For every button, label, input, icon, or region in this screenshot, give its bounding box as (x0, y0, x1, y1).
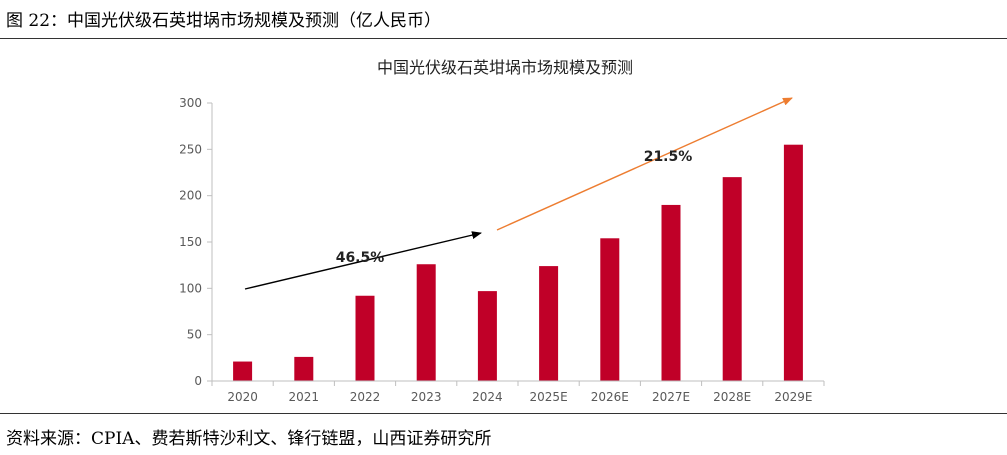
source-note: 资料来源：CPIA、费若斯特沙利文、锋行链盟，山西证券研究所 (6, 429, 492, 449)
y-tick-label: 250 (179, 142, 202, 156)
chart-title: 中国光伏级石英坩埚市场规模及预测 (377, 58, 633, 77)
growth-annotations: 46.5% 21.5% (244, 97, 793, 290)
x-tick-label: 2021 (289, 390, 320, 404)
bottom-divider (0, 413, 1007, 414)
growth-rate-label: 46.5% (336, 250, 385, 266)
bar-2022 (355, 295, 375, 381)
bar-2026E (600, 238, 620, 381)
y-tick-label: 50 (187, 328, 202, 342)
bar-2021 (294, 356, 314, 381)
y-tick-label: 200 (179, 189, 202, 203)
x-tick-label: 2026E (591, 390, 629, 404)
x-tick-label: 2020 (227, 390, 258, 404)
x-tick-label: 2029E (774, 390, 812, 404)
y-tick-label: 0 (194, 374, 202, 388)
bar-2020 (233, 361, 253, 381)
x-tick-label: 2027E (652, 390, 690, 404)
x-tick-label: 2024 (472, 390, 503, 404)
growth-arrow-1 (496, 97, 793, 231)
x-axis: 2020 2021 2022 2023 2024 2025E 2026E 2027E 2028E… (211, 380, 825, 404)
growth-rate-label: 21.5% (644, 149, 693, 165)
y-axis: 0 50 100 150 200 250 300 (179, 96, 213, 388)
bar-2024 (477, 291, 497, 381)
bar-2025E (539, 266, 559, 381)
bar-2029E (783, 144, 803, 381)
bar-2023 (416, 264, 436, 381)
top-divider (0, 38, 1007, 39)
growth-arrow-0 (244, 231, 482, 290)
x-tick-label: 2028E (713, 390, 751, 404)
x-tick-label: 2022 (350, 390, 381, 404)
x-tick-label: 2025E (530, 390, 568, 404)
y-tick-label: 100 (179, 281, 202, 295)
bar-series (233, 144, 803, 381)
bar-2027E (661, 204, 681, 381)
bar-chart: 中国光伏级石英坩埚市场规模及预测 0 50 100 150 200 250 300 2020… (179, 58, 825, 404)
y-tick-label: 150 (179, 235, 202, 249)
y-tick-label: 300 (179, 96, 202, 110)
bar-2028E (722, 177, 742, 381)
figure-caption: 图 22：中国光伏级石英坩埚市场规模及预测（亿人民币） (6, 11, 442, 31)
x-tick-label: 2023 (411, 390, 442, 404)
